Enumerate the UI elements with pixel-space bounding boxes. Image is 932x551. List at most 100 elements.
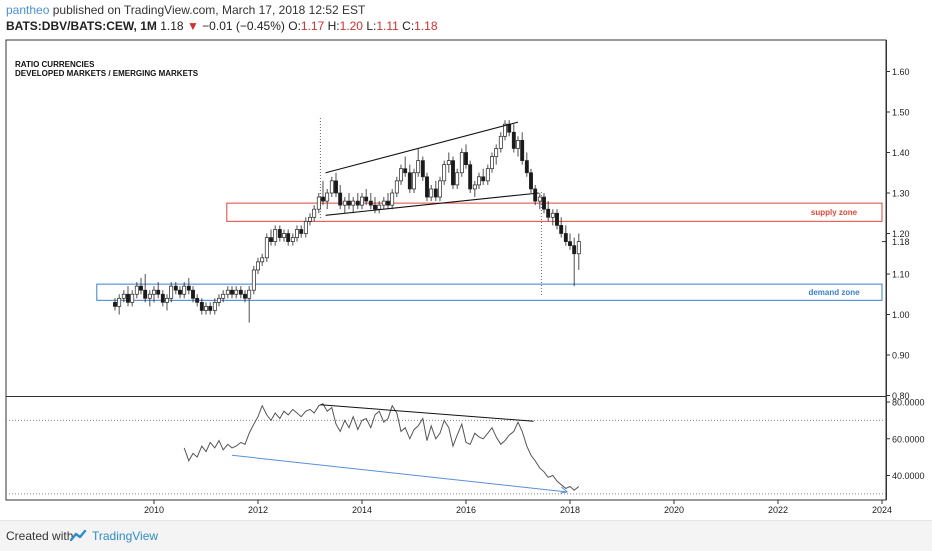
y-tick-label: 1.20: [892, 229, 910, 239]
rsi-trendline: [320, 404, 534, 422]
x-tick-label: 2018: [560, 505, 580, 515]
candle-up: [537, 196, 542, 202]
candle-up: [455, 172, 460, 186]
candle-up: [225, 289, 230, 295]
candle-down: [195, 297, 200, 303]
candle-up: [390, 192, 395, 206]
high-value: 1.20: [339, 19, 363, 33]
rsi-y-tick-label: 60.0000: [892, 434, 925, 444]
supply-zone-label: supply zone: [811, 208, 858, 217]
candle-up: [316, 196, 321, 210]
x-tick-label: 2014: [352, 505, 372, 515]
candle-up: [394, 180, 399, 194]
last-price: 1.18: [160, 19, 184, 33]
candle-down: [386, 200, 390, 206]
candle-down: [529, 172, 533, 190]
plot-border: [5, 39, 887, 501]
symbol-bar: BATS:DBV/BATS:CEW, 1M 1.18 ▼ −0.01 (−0.4…: [6, 19, 438, 33]
publish-info: pantheo published on TradingView.com, Ma…: [6, 3, 365, 17]
candle-up: [147, 293, 152, 299]
candle-up: [256, 261, 260, 271]
candle-down: [563, 233, 568, 242]
demand-zone-label: demand zone: [808, 288, 860, 297]
candle-up: [247, 289, 252, 299]
candle-down: [126, 293, 130, 303]
rsi-y-tick-label: 40.0000: [892, 471, 925, 481]
candle-up: [212, 302, 217, 311]
candle-up: [221, 293, 226, 299]
candle-down: [542, 196, 546, 210]
candle-up: [290, 237, 295, 242]
candle-up: [273, 229, 278, 242]
candle-down: [425, 176, 429, 198]
y-tick-label: 1.30: [892, 189, 910, 199]
candle-up: [329, 180, 334, 194]
candle-up: [459, 152, 464, 174]
candle-down: [191, 289, 195, 299]
high-label: H:: [327, 19, 340, 33]
candle-down: [524, 160, 529, 174]
candle-up: [416, 160, 421, 174]
candle-up: [264, 237, 269, 259]
candle-down: [286, 233, 291, 242]
last-price-label: 1.18: [892, 237, 910, 247]
y-tick-label: 1.60: [892, 67, 910, 77]
candle-up: [121, 293, 126, 299]
y-tick-label: 0.90: [892, 351, 910, 361]
candle-down: [403, 168, 408, 174]
candle-up: [442, 164, 447, 182]
author-link[interactable]: pantheo: [6, 3, 50, 17]
candle-up: [282, 233, 286, 238]
chart-annotation: DEVELOPED MARKETS / EMERGING MARKETS: [15, 69, 199, 78]
candle-up: [472, 184, 477, 190]
tradingview-logo-icon: [70, 529, 87, 542]
down-arrow-icon: ▼: [186, 19, 199, 33]
divergence-arrowhead-icon: [560, 486, 568, 494]
rsi-y-tick-label: 80.0000: [892, 398, 925, 408]
published-text: published on TradingView.com, March 17, …: [52, 3, 366, 17]
candle-up: [516, 140, 520, 149]
candle-down: [559, 225, 564, 234]
candle-down: [368, 200, 373, 206]
candle-down: [355, 200, 360, 206]
candle-up: [130, 293, 135, 303]
candle-up: [477, 176, 481, 186]
low-label: L:: [366, 19, 377, 33]
candle-up: [342, 200, 347, 206]
open-label: O:: [288, 19, 301, 33]
candle-down: [199, 302, 204, 311]
x-tick-label: 2020: [664, 505, 684, 515]
candle-down: [334, 180, 338, 194]
y-tick-label: 1.10: [892, 270, 910, 280]
candle-down: [113, 302, 117, 307]
candle-up: [312, 208, 317, 218]
tradingview-brand[interactable]: TradingView: [92, 529, 159, 543]
candle-down: [160, 293, 165, 303]
candle-down: [364, 196, 369, 202]
candle-up: [377, 204, 382, 210]
x-tick-label: 2022: [768, 505, 788, 515]
x-tick-label: 2024: [872, 505, 892, 515]
candle-down: [511, 131, 516, 149]
rsi-divergence-line: [231, 454, 568, 493]
symbol-label[interactable]: BATS:DBV/BATS:CEW, 1M: [6, 19, 157, 33]
rsi-line: [183, 403, 580, 491]
candle-down: [208, 306, 213, 311]
candle-up: [485, 168, 490, 182]
candle-up: [260, 257, 265, 263]
x-tick-label: 2016: [456, 505, 476, 515]
demand-zone-box: [96, 283, 883, 301]
candle-down: [568, 241, 572, 247]
candle-down: [373, 204, 377, 210]
candle-down: [269, 237, 273, 242]
close-label: C:: [402, 19, 415, 33]
price-change: −0.01 (−0.45%): [202, 19, 285, 33]
candle-down: [407, 172, 412, 190]
candle-down: [451, 160, 455, 186]
candle-up: [152, 289, 156, 295]
candle-up: [308, 216, 312, 222]
y-tick-label: 1.40: [892, 148, 910, 158]
close-value: 1.18: [414, 19, 438, 33]
candle-down: [433, 188, 438, 198]
